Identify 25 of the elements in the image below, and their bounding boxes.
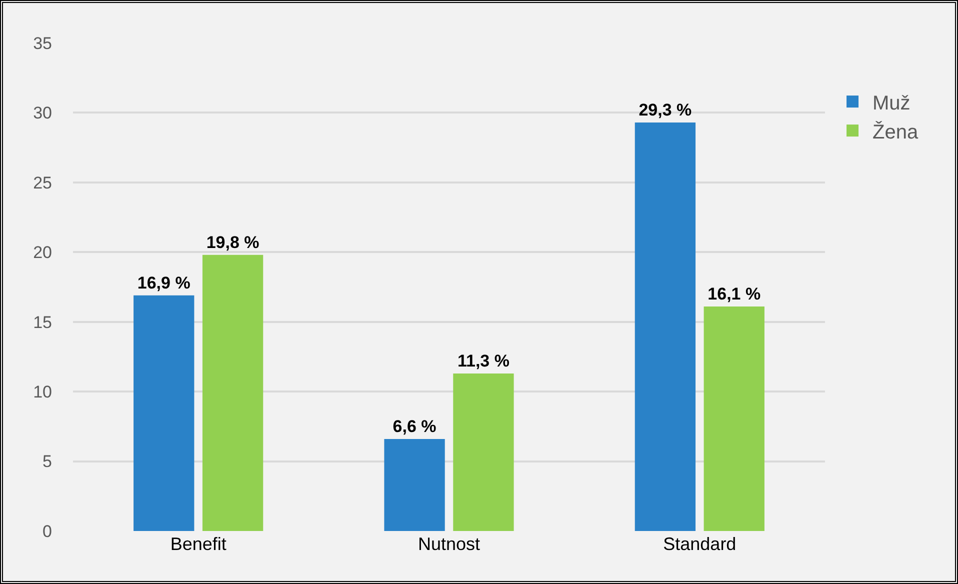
data-label: 11,3 % <box>457 351 510 370</box>
bar <box>384 438 445 531</box>
y-tick-label: 30 <box>33 104 52 123</box>
y-tick-label: 10 <box>33 382 52 402</box>
legend-label: Žena <box>872 120 919 144</box>
bar <box>134 295 194 531</box>
y-tick-label: 5 <box>42 452 52 472</box>
x-tick-label: Nutnost <box>418 534 480 554</box>
bar <box>704 306 764 531</box>
data-label: 19,8 % <box>206 232 260 252</box>
legend-label: Muž <box>872 92 910 114</box>
bar <box>634 122 696 531</box>
data-label: 16,9 % <box>137 273 190 292</box>
x-tick-label: Standard <box>663 534 736 554</box>
y-tick-label: 25 <box>33 173 52 192</box>
data-label: 29,3 % <box>638 100 692 120</box>
x-tick-label: Benefit <box>170 534 226 554</box>
bar <box>453 373 514 531</box>
y-tick-label: 0 <box>42 522 52 541</box>
data-label: 16,1 % <box>708 284 761 304</box>
y-tick-label: 15 <box>33 312 52 332</box>
bar <box>202 254 264 531</box>
y-tick-label: 35 <box>33 34 52 53</box>
data-label: 6,6 % <box>392 416 436 436</box>
y-tick-label: 20 <box>33 243 52 262</box>
